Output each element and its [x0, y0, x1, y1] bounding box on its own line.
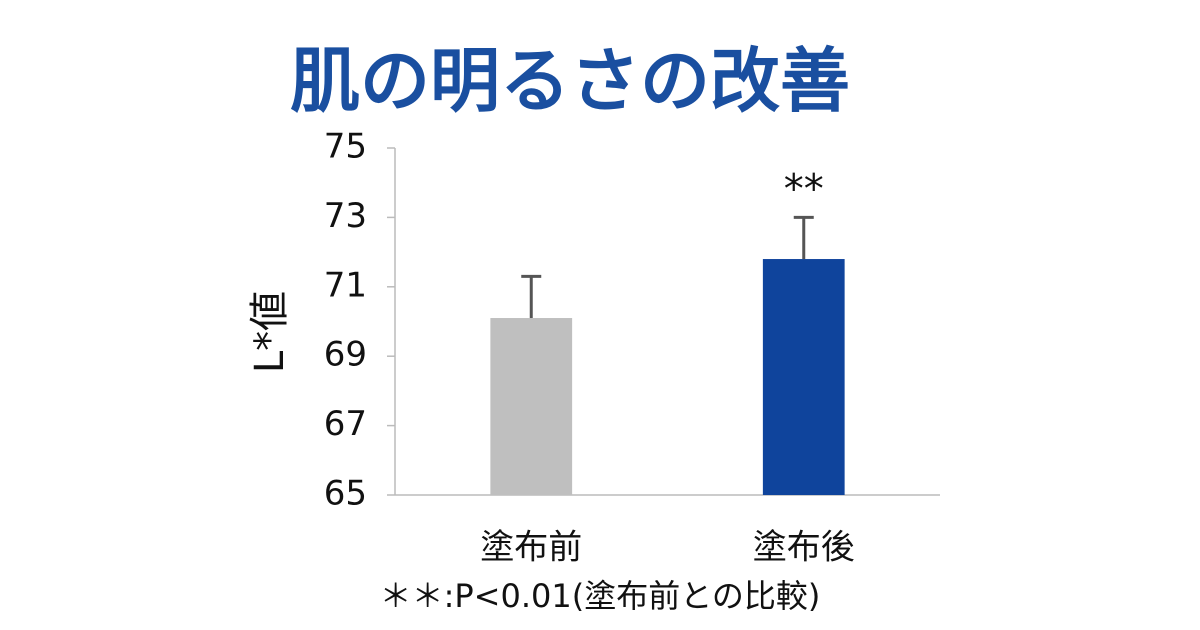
y-tick-label: 71 [324, 265, 367, 305]
y-tick-label: 69 [324, 335, 367, 375]
error-bar [521, 274, 542, 319]
chart-title: 肌の明るさの改善 [290, 40, 850, 122]
y-axis-label: L*値 [247, 291, 293, 373]
y-tick-label: 67 [324, 404, 367, 444]
x-tick-label: 塗布後 [753, 528, 855, 568]
y-tick-label: 75 [324, 127, 367, 167]
footnote: ＊＊:P<0.01(塗布前との比較) [380, 577, 821, 615]
y-tick-label: 65 [324, 474, 367, 514]
error-bar [793, 215, 814, 260]
x-tick-label: 塗布前 [480, 528, 582, 568]
y-tick-label: 73 [324, 196, 367, 236]
significance-label: ** [784, 166, 824, 212]
bar [490, 318, 573, 495]
bar [762, 259, 845, 495]
